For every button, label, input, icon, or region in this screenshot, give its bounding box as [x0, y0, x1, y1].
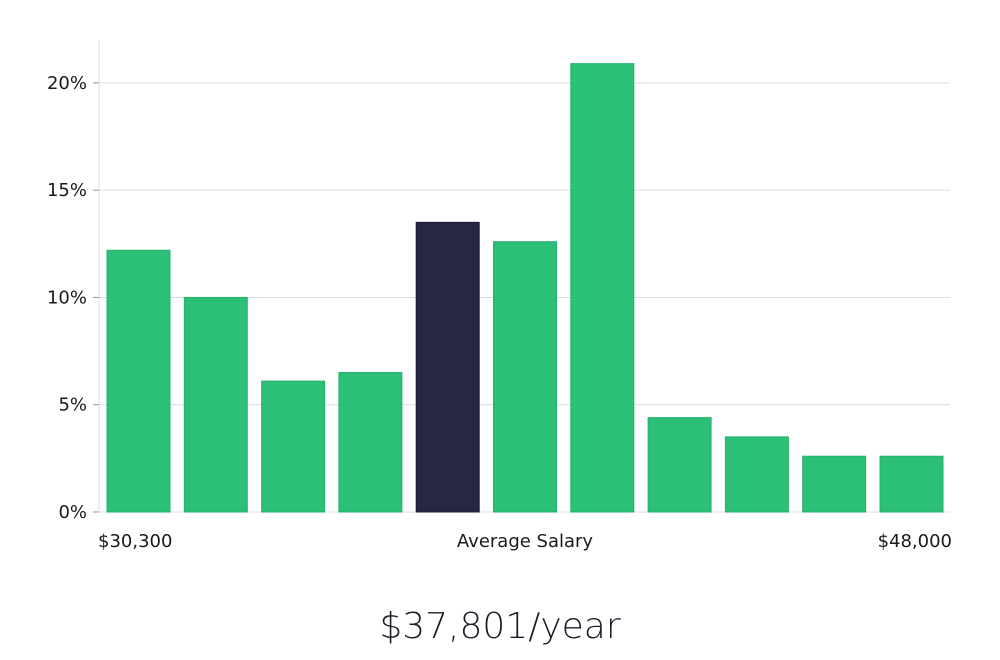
bar: [493, 241, 557, 513]
bar: [261, 380, 326, 513]
y-tick-label: 15%: [47, 180, 87, 201]
y-tick-label: 20%: [47, 73, 87, 94]
y-tick-label: 5%: [58, 395, 87, 416]
bar: [570, 63, 635, 513]
x-min-label: $30,300: [98, 531, 172, 552]
bars: [106, 63, 944, 513]
bar-highlighted: [415, 221, 480, 513]
bar: [879, 455, 944, 513]
salary-histogram-svg: 0% 5% 10% 15% 20% $30,300 Average Salary $48…: [47, 40, 952, 552]
bar: [106, 249, 171, 513]
y-tick-label: 10%: [47, 287, 87, 308]
bar: [724, 436, 789, 513]
x-axis-title: Average Salary: [457, 531, 594, 552]
bar: [802, 455, 867, 513]
y-tick-labels: 0% 5% 10% 15% 20%: [47, 73, 99, 523]
y-tick-label: 0%: [58, 502, 87, 523]
bar: [647, 417, 712, 513]
salary-histogram: 0% 5% 10% 15% 20% $30,300 Average Salary $48…: [47, 40, 952, 552]
x-max-label: $48,000: [878, 531, 952, 552]
bar: [183, 296, 248, 513]
bar: [338, 372, 403, 513]
average-salary-value: $37,801/year: [379, 606, 621, 647]
